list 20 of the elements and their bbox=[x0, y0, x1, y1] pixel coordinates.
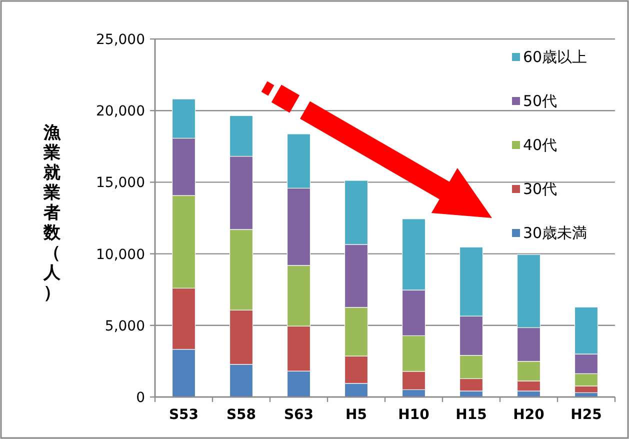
x-tick-label: H10 bbox=[398, 407, 430, 423]
x-tick-label: S63 bbox=[284, 407, 314, 423]
x-tick-label: H15 bbox=[456, 407, 487, 423]
y-tick-label: 15,000 bbox=[96, 175, 145, 192]
x-tick-label: H25 bbox=[570, 407, 602, 423]
text: 漁業就業者数（人） bbox=[44, 123, 60, 303]
legend-label: 30代 bbox=[523, 180, 558, 198]
y-tick-label: 20,000 bbox=[96, 104, 145, 120]
y-tick-label: 0 bbox=[136, 390, 145, 406]
x-tick-label: S53 bbox=[168, 407, 199, 423]
legend-label: 40代 bbox=[523, 136, 558, 154]
x-tick-label: H5 bbox=[346, 407, 367, 423]
x-tick-label: H20 bbox=[513, 407, 545, 423]
x-tick-label: S58 bbox=[226, 407, 256, 423]
legend-label: 60歳以上 bbox=[523, 48, 588, 66]
y-tick-label: 5,000 bbox=[104, 318, 145, 334]
y-tick-label: 25,000 bbox=[96, 32, 145, 48]
legend-label: 50代 bbox=[523, 92, 558, 110]
legend-label: 30歳未満 bbox=[523, 224, 588, 242]
y-tick-label: 10,000 bbox=[96, 246, 145, 263]
